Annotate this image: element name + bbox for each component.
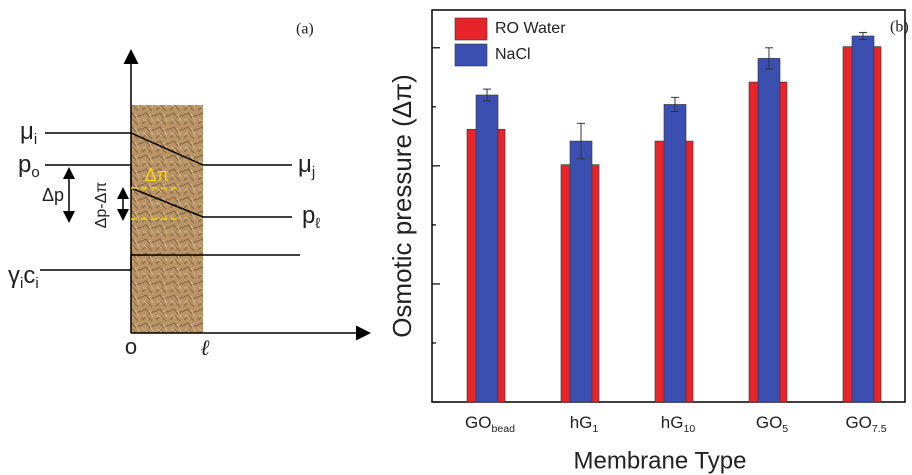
x-tick-label-sub: 1 (592, 423, 598, 435)
label-sub: i (35, 275, 38, 292)
gamma-line (40, 254, 300, 271)
legend-label: NaCl (495, 46, 531, 63)
mu-j-label: μj (298, 151, 315, 181)
dpi-label-main: Δπ (145, 165, 169, 185)
x-tick-label-sub: bead (492, 423, 516, 435)
p-o-label-main: p (18, 151, 31, 178)
panel-label: (a) (296, 21, 314, 38)
dpi-label: Δπ (145, 165, 169, 185)
x-tick-label-sub: 5 (782, 423, 788, 435)
dp-label: Δp (42, 185, 64, 205)
p-o-label-sub: o (31, 165, 39, 181)
x-tick-label: GO5 (756, 413, 788, 434)
x-tick-label: hG1 (570, 413, 599, 434)
error-bar (671, 96, 679, 113)
y-axis-title: Osmotic pressure (Δπ) (387, 74, 417, 338)
x-tick-label: GObead (465, 413, 515, 434)
p-l-label-sub: ℓ (315, 216, 320, 232)
mu-j-label-main: μ (298, 151, 312, 178)
label-main: c (23, 262, 35, 289)
dp-dpi-label: Δp-Δπ (93, 182, 110, 229)
error-bar (577, 122, 585, 160)
bar (569, 140, 593, 403)
p-l-label-main: p (302, 202, 315, 229)
x-tick-label-main: hG (570, 413, 593, 432)
mu-j-label-sub: j (311, 165, 315, 181)
x-tick-label-main: GO (756, 413, 782, 432)
error-bar (483, 88, 491, 102)
legend-swatch (454, 43, 488, 67)
l-label: ℓ (200, 335, 210, 360)
bar (757, 58, 781, 403)
x-tick-label: hG10 (661, 413, 696, 434)
p-o-label: po (18, 151, 40, 181)
x-tick-label-main: GO (465, 413, 491, 432)
error-bar (859, 31, 867, 41)
mu-i-label-sub: i (34, 132, 37, 148)
l-label-main: ℓ (200, 335, 210, 360)
mu-line (45, 132, 292, 166)
gamma-c-label: γici (8, 262, 39, 292)
x-tick-label-main: hG (661, 413, 684, 432)
chart: GObead hG1 hG10 GO5 GO7.5RO WaterNaCl(b)Osmo… (387, 9, 909, 474)
origin-label: o (125, 334, 137, 359)
label-sub: i (20, 275, 23, 292)
legend-swatch (454, 17, 488, 41)
diagram (40, 49, 371, 341)
legend-label: RO Water (495, 20, 566, 37)
dp-dpi-label-main: Δp-Δπ (93, 182, 110, 229)
label-main: γ (8, 262, 20, 289)
bar (663, 104, 687, 403)
p-l-label: pℓ (302, 202, 320, 232)
mu-i-label: μi (20, 118, 37, 148)
x-tick-label-main: GO (845, 413, 871, 432)
panel-label: (b) (890, 19, 909, 36)
x-tick-label-sub: 10 (683, 423, 695, 435)
x-tick-label: GO7.5 (845, 413, 886, 434)
bar (851, 35, 875, 403)
bar (475, 94, 499, 403)
origin-label-main: o (125, 334, 137, 359)
dp-label-main: Δp (42, 185, 64, 205)
mu-i-label-main: μ (20, 118, 34, 145)
x-axis-title: Membrane Type (574, 447, 747, 474)
error-bar (765, 47, 773, 70)
x-tick-label-sub: 7.5 (872, 423, 887, 435)
